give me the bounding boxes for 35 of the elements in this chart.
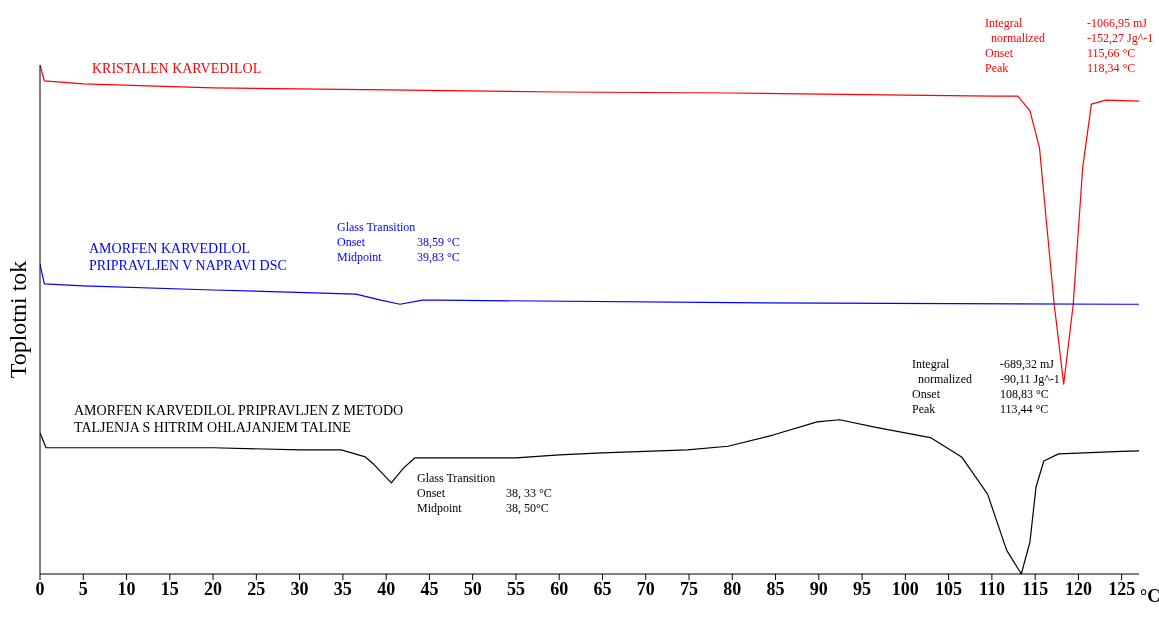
x-tick-label: 105: [935, 578, 963, 599]
text: Glass Transition Onset 38,59 °C Midpoint 39,83 °C: [337, 220, 460, 264]
text: Glass Transition Onset 38, 33 °C Midpoint 38, 50°C: [417, 471, 552, 515]
x-tick-label: 55: [506, 578, 525, 599]
x-tick-label: 40: [377, 578, 396, 599]
x-tick-label: 25: [247, 578, 266, 599]
x-tick-label: 85: [766, 578, 785, 599]
x-tick-label: 110: [978, 578, 1005, 599]
x-tick-label: 75: [680, 578, 699, 599]
x-tick-label: 30: [290, 578, 309, 599]
x-tick-label: 10: [117, 578, 136, 599]
x-tick-label: 35: [333, 578, 352, 599]
x-tick-label: 100: [891, 578, 919, 599]
x-tick-label: 45: [420, 578, 439, 599]
x-tick-label: 80: [723, 578, 742, 599]
text: Integral -689,32 mJ normalized -90,11 Jg^-1 Onset 108,83 °C Peak 113,44 °C: [912, 357, 1060, 416]
x-tick-label: 95: [853, 578, 872, 599]
x-tick-label: 65: [593, 578, 612, 599]
x-tick-label: 125: [1108, 578, 1136, 599]
x-tick-label: 60: [550, 578, 569, 599]
x-tick-label: 20: [204, 578, 223, 599]
x-axis-title: °C: [1140, 586, 1159, 606]
x-tick-label: 50: [463, 578, 482, 599]
x-tick-label: 15: [160, 578, 179, 599]
x-tick-label: 0: [35, 578, 45, 599]
x-tick-label: 70: [636, 578, 655, 599]
x-tick-label: 90: [809, 578, 828, 599]
text: Integral -1066,95 mJ normalized -152,27 Jg^-1 Onset 115,66 °C Peak 118,34 °C: [985, 16, 1154, 75]
x-tick-label: 115: [1022, 578, 1049, 599]
x-tick-label: 120: [1064, 578, 1092, 599]
x-tick-label: 5: [78, 578, 88, 599]
series-label: AMORFEN KARVEDILOL PRIPRAVLJEN Z METODO TALJENJA S HITRIM OHLAJANJEM TALINE: [74, 402, 404, 436]
series-label: AMORFEN KARVEDILOL PRIPRAVLJEN V NAPRAVI DSC: [89, 240, 287, 274]
series-label: KRISTALEN KARVEDILOL: [92, 60, 262, 77]
y-axis-title: Toplotni tok: [4, 260, 31, 379]
